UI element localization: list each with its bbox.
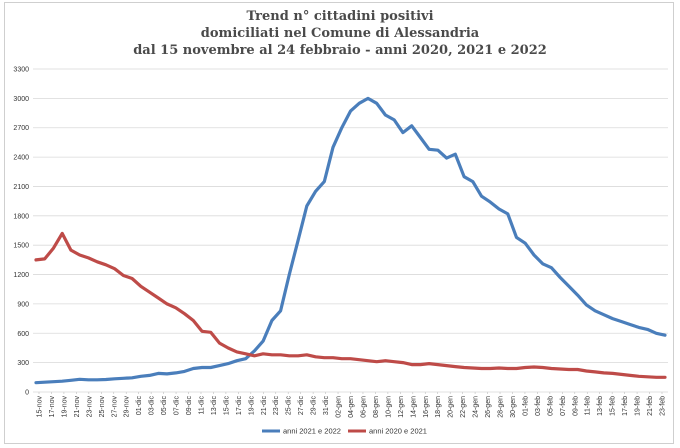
x-tick-label: 09-feb <box>572 396 579 416</box>
x-tick-label: 21-dic <box>261 396 268 416</box>
chart-title-line-1: Trend n° cittadini positivi <box>246 9 434 24</box>
series-line-1 <box>34 96 667 385</box>
x-tick-label: 11-dic <box>198 396 205 415</box>
plot-area <box>33 69 668 392</box>
x-tick-label: 20-gen <box>448 396 455 418</box>
x-tick-label: 17-dic <box>236 396 243 416</box>
x-tick-label: 24-gen <box>473 396 480 418</box>
x-tick-label: 05-feb <box>547 396 554 416</box>
y-tick-label: 2400 <box>13 155 29 162</box>
x-tick-label: 01-dic <box>136 396 143 416</box>
x-tick-label: 15-feb <box>610 396 617 416</box>
x-tick-label: 22-gen <box>460 396 467 418</box>
y-tick-label: 0 <box>25 390 29 397</box>
x-tick-label: 04-gen <box>348 396 355 418</box>
x-tick-label: 23-feb <box>660 396 667 416</box>
x-tick-label: 07-feb <box>560 396 567 416</box>
y-tick-label: 2100 <box>13 184 29 191</box>
y-tick-label: 1200 <box>13 272 29 279</box>
y-tick-label: 1500 <box>13 243 29 250</box>
x-tick-label: 29-nov <box>124 396 131 418</box>
x-tick-label: 09-dic <box>186 396 193 416</box>
x-tick-label: 14-gen <box>410 396 417 418</box>
x-tick-label: 13-feb <box>597 396 604 416</box>
x-tick-label: 06-gen <box>360 396 367 418</box>
x-tick-label: 16-gen <box>423 396 430 418</box>
legend-label-1: anni 2021 e 2022 <box>283 427 341 436</box>
x-tick-label: 23-nov <box>86 396 93 418</box>
legend-label-2: anni 2020 e 2021 <box>369 427 427 436</box>
x-tick-label: 13-dic <box>211 396 218 416</box>
x-tick-label: 15-dic <box>223 396 230 416</box>
x-tick-label: 03-dic <box>149 396 156 416</box>
series-line-2 <box>34 231 667 379</box>
x-tick-label: 28-gen <box>498 396 505 418</box>
x-tick-label: 08-gen <box>373 396 380 418</box>
x-tick-label: 23-dic <box>273 396 280 416</box>
y-tick-label: 300 <box>17 360 29 367</box>
x-tick-label: 19-feb <box>635 396 642 416</box>
x-tick-label: 17-nov <box>49 396 56 418</box>
x-tick-label: 11-feb <box>585 396 592 415</box>
x-tick-label: 07-dic <box>174 396 181 416</box>
x-tick-label: 05-dic <box>161 396 168 416</box>
x-tick-label: 25-nov <box>99 396 106 418</box>
y-tick-label: 2700 <box>13 125 29 132</box>
x-tick-label: 01-feb <box>522 396 529 416</box>
y-tick-label: 600 <box>17 331 29 338</box>
x-tick-label: 17-feb <box>622 396 629 416</box>
x-tick-label: 15-nov <box>37 396 44 418</box>
x-tick-label: 02-gen <box>336 396 343 418</box>
x-tick-label: 18-gen <box>435 396 442 418</box>
x-tick-label: 29-dic <box>311 396 318 416</box>
x-tick-label: 31-dic <box>323 396 330 416</box>
y-tick-label: 1800 <box>13 213 29 220</box>
y-tick-label: 900 <box>17 301 29 308</box>
y-tick-label: 3000 <box>13 96 29 103</box>
x-tick-label: 27-dic <box>298 396 305 416</box>
x-tick-label: 30-gen <box>510 396 517 418</box>
x-tick-label: 03-feb <box>535 396 542 416</box>
x-tick-label: 12-gen <box>398 396 405 418</box>
x-tick-label: 21-nov <box>74 396 81 418</box>
chart-title-line-2: domiciliati nel Comune di Alessandria <box>200 26 480 41</box>
chart-title-line-3: dal 15 novembre al 24 febbraio - anni 20… <box>133 43 547 58</box>
x-tick-label: 10-gen <box>385 396 392 418</box>
x-tick-label: 27-nov <box>111 396 118 418</box>
x-tick-label: 21-feb <box>647 396 654 416</box>
x-tick-label: 26-gen <box>485 396 492 418</box>
x-tick-label: 19-nov <box>61 396 68 418</box>
x-tick-label: 19-dic <box>248 396 255 416</box>
y-tick-label: 3300 <box>13 67 29 74</box>
x-tick-label: 25-dic <box>286 396 293 416</box>
